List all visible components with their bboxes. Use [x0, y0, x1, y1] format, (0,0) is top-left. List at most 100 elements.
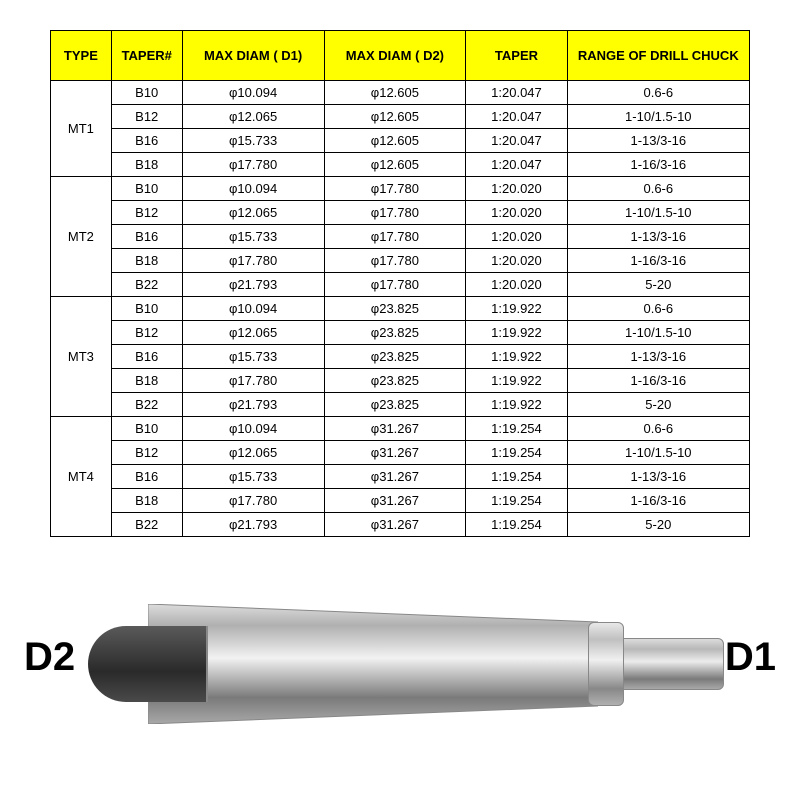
data-cell: 1-13/3-16	[567, 465, 749, 489]
data-cell: 1-16/3-16	[567, 249, 749, 273]
table-header-cell: TYPE	[51, 31, 112, 81]
table-row: B16φ15.733φ12.6051:20.0471-13/3-16	[51, 129, 750, 153]
table-row: B18φ17.780φ23.8251:19.9221-16/3-16	[51, 369, 750, 393]
data-cell: φ10.094	[182, 417, 324, 441]
data-cell: φ12.605	[324, 105, 466, 129]
data-cell: φ17.780	[324, 177, 466, 201]
data-cell: 1:19.922	[466, 321, 567, 345]
data-cell: φ12.065	[182, 105, 324, 129]
data-cell: 1:19.254	[466, 465, 567, 489]
data-cell: φ21.793	[182, 393, 324, 417]
data-cell: 5-20	[567, 513, 749, 537]
data-cell: φ17.780	[182, 153, 324, 177]
data-cell: φ10.094	[182, 81, 324, 105]
table-row: B12φ12.065φ17.7801:20.0201-10/1.5-10	[51, 201, 750, 225]
data-cell: 1-16/3-16	[567, 153, 749, 177]
data-cell: 1-10/1.5-10	[567, 321, 749, 345]
data-cell: φ21.793	[182, 513, 324, 537]
table-header-row: TYPETAPER#MAX DIAM ( D1)MAX DIAM ( D2)TA…	[51, 31, 750, 81]
type-cell: MT3	[51, 297, 112, 417]
data-cell: B16	[111, 345, 182, 369]
data-cell: φ23.825	[324, 345, 466, 369]
data-cell: B12	[111, 105, 182, 129]
table-row: MT3B10φ10.094φ23.8251:19.9220.6-6	[51, 297, 750, 321]
data-cell: 1-13/3-16	[567, 345, 749, 369]
table-row: B12φ12.065φ23.8251:19.9221-10/1.5-10	[51, 321, 750, 345]
data-cell: B10	[111, 177, 182, 201]
data-cell: 1-16/3-16	[567, 369, 749, 393]
spec-table-container: TYPETAPER#MAX DIAM ( D1)MAX DIAM ( D2)TA…	[50, 30, 750, 537]
data-cell: 1-10/1.5-10	[567, 441, 749, 465]
data-cell: 0.6-6	[567, 81, 749, 105]
data-cell: φ15.733	[182, 345, 324, 369]
data-cell: φ17.780	[182, 369, 324, 393]
data-cell: φ12.065	[182, 321, 324, 345]
data-cell: φ23.825	[324, 297, 466, 321]
label-d1: D1	[725, 635, 776, 680]
data-cell: 1-13/3-16	[567, 225, 749, 249]
data-cell: B22	[111, 393, 182, 417]
arbor-diagram: D2 D1	[24, 580, 776, 750]
data-cell: φ15.733	[182, 465, 324, 489]
table-header-cell: RANGE OF DRILL CHUCK	[567, 31, 749, 81]
table-row: B22φ21.793φ23.8251:19.9225-20	[51, 393, 750, 417]
data-cell: 1:19.922	[466, 393, 567, 417]
data-cell: φ17.780	[324, 201, 466, 225]
table-row: B18φ17.780φ17.7801:20.0201-16/3-16	[51, 249, 750, 273]
data-cell: φ23.825	[324, 369, 466, 393]
arbor-shape	[88, 604, 724, 724]
data-cell: 1:19.254	[466, 513, 567, 537]
data-cell: 1:19.254	[466, 441, 567, 465]
data-cell: φ10.094	[182, 297, 324, 321]
data-cell: φ31.267	[324, 489, 466, 513]
table-row: B18φ17.780φ12.6051:20.0471-16/3-16	[51, 153, 750, 177]
data-cell: 1:20.020	[466, 177, 567, 201]
type-cell: MT1	[51, 81, 112, 177]
data-cell: φ17.780	[324, 273, 466, 297]
table-row: B12φ12.065φ31.2671:19.2541-10/1.5-10	[51, 441, 750, 465]
data-cell: 1:20.020	[466, 225, 567, 249]
data-cell: B18	[111, 153, 182, 177]
table-row: MT1B10φ10.094φ12.6051:20.0470.6-6	[51, 81, 750, 105]
data-cell: 1:20.020	[466, 201, 567, 225]
data-cell: B22	[111, 513, 182, 537]
data-cell: B16	[111, 129, 182, 153]
data-cell: φ15.733	[182, 225, 324, 249]
data-cell: 0.6-6	[567, 297, 749, 321]
spec-table: TYPETAPER#MAX DIAM ( D1)MAX DIAM ( D2)TA…	[50, 30, 750, 537]
data-cell: 1:19.922	[466, 369, 567, 393]
data-cell: φ31.267	[324, 441, 466, 465]
data-cell: B18	[111, 249, 182, 273]
data-cell: φ23.825	[324, 393, 466, 417]
table-row: B16φ15.733φ31.2671:19.2541-13/3-16	[51, 465, 750, 489]
data-cell: 1:20.047	[466, 129, 567, 153]
data-cell: 1:20.020	[466, 273, 567, 297]
data-cell: 1:20.047	[466, 105, 567, 129]
data-cell: B10	[111, 297, 182, 321]
data-cell: φ12.605	[324, 81, 466, 105]
data-cell: φ15.733	[182, 129, 324, 153]
data-cell: φ12.605	[324, 129, 466, 153]
type-cell: MT4	[51, 417, 112, 537]
data-cell: 1:19.922	[466, 297, 567, 321]
chuck-taper-nose	[618, 638, 724, 690]
data-cell: 1:19.254	[466, 489, 567, 513]
data-cell: 1-10/1.5-10	[567, 105, 749, 129]
table-header-cell: MAX DIAM ( D2)	[324, 31, 466, 81]
type-cell: MT2	[51, 177, 112, 297]
data-cell: B16	[111, 225, 182, 249]
data-cell: B10	[111, 417, 182, 441]
data-cell: φ10.094	[182, 177, 324, 201]
data-cell: B22	[111, 273, 182, 297]
data-cell: φ17.780	[182, 249, 324, 273]
data-cell: φ23.825	[324, 321, 466, 345]
data-cell: φ12.065	[182, 441, 324, 465]
table-body: MT1B10φ10.094φ12.6051:20.0470.6-6B12φ12.…	[51, 81, 750, 537]
data-cell: 1:20.047	[466, 81, 567, 105]
data-cell: B18	[111, 369, 182, 393]
data-cell: 0.6-6	[567, 177, 749, 201]
data-cell: φ17.780	[182, 489, 324, 513]
table-header-cell: MAX DIAM ( D1)	[182, 31, 324, 81]
data-cell: φ12.605	[324, 153, 466, 177]
collar-ring	[588, 622, 624, 706]
